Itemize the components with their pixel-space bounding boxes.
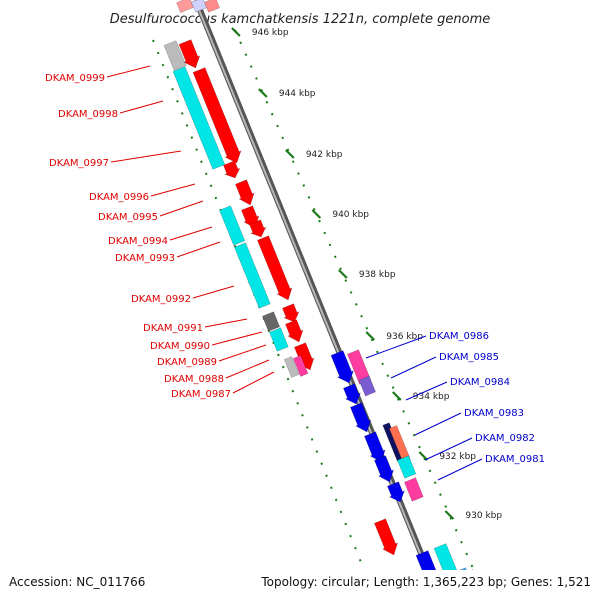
label-leader-line bbox=[119, 100, 164, 114]
footer-backdrop bbox=[0, 570, 600, 600]
gene-label-left: DKAM_0988 bbox=[164, 374, 224, 385]
misc-feature bbox=[283, 356, 300, 378]
tick-mark bbox=[338, 269, 348, 279]
misc-feature bbox=[292, 355, 309, 377]
tick-ring: 946 kbp 944 kbp 942 kbp 940 kbp 938 kbp 936 k… bbox=[152, 27, 528, 600]
gene-feature bbox=[343, 383, 361, 405]
tick-mark bbox=[365, 331, 376, 341]
label-leader-line bbox=[211, 331, 263, 346]
label-leader-line bbox=[405, 381, 448, 401]
tick-mark bbox=[418, 451, 429, 461]
gene-feature bbox=[387, 481, 405, 503]
tick-label: 940 kbp bbox=[332, 210, 369, 220]
gene-feature bbox=[249, 219, 267, 238]
label-leader-line bbox=[390, 356, 437, 379]
gene-feature bbox=[282, 303, 300, 323]
gene-labels: DKAM_0999 DKAM_0998 DKAM_0997 DKAM_0996 DKAM… bbox=[45, 65, 545, 481]
label-leader-line bbox=[110, 150, 182, 163]
tick-label: 932 kbp bbox=[439, 452, 476, 462]
gene-label-left: DKAM_0997 bbox=[49, 158, 109, 169]
gene-feature bbox=[350, 402, 372, 433]
tick-label: 936 kbp bbox=[386, 332, 423, 342]
tick-label: 930 kbp bbox=[465, 511, 502, 521]
gene-label-right: DKAM_0982 bbox=[475, 433, 535, 444]
topology-text: Topology: circular; Length: 1,365,223 bp… bbox=[260, 575, 591, 589]
gene-feature bbox=[285, 319, 304, 343]
map-title: Desulfurococcus kamchatkensis 1221n, com… bbox=[110, 12, 491, 27]
gene-label-left: DKAM_0996 bbox=[89, 192, 149, 203]
label-leader-line bbox=[204, 318, 248, 328]
tick-mark bbox=[311, 209, 322, 219]
gene-label-left: DKAM_0991 bbox=[143, 323, 203, 334]
gene-label-left: DKAM_0987 bbox=[171, 389, 231, 400]
gene-feature bbox=[364, 431, 386, 463]
label-leader-line bbox=[192, 285, 235, 299]
label-leader-line bbox=[106, 65, 151, 78]
gene-label-left: DKAM_0989 bbox=[157, 357, 217, 368]
label-leader-line bbox=[218, 344, 267, 362]
label-leader-line bbox=[225, 359, 270, 379]
tick-label: 944 kbp bbox=[279, 89, 316, 99]
gene-label-right: DKAM_0984 bbox=[450, 377, 510, 388]
gene-feature bbox=[192, 67, 242, 164]
gene-label-right: DKAM_0986 bbox=[429, 331, 489, 342]
cds-feature bbox=[234, 242, 271, 309]
misc-feature bbox=[347, 349, 372, 385]
label-leader-line bbox=[232, 371, 275, 394]
gene-feature bbox=[235, 179, 255, 206]
gene-label-left: DKAM_0999 bbox=[45, 73, 105, 84]
misc-feature bbox=[163, 40, 187, 71]
gene-feature bbox=[204, 0, 220, 13]
label-leader-line bbox=[169, 226, 213, 241]
gene-feature bbox=[176, 0, 194, 13]
cds-feature bbox=[397, 455, 417, 479]
gene-feature bbox=[374, 518, 399, 556]
misc-feature bbox=[358, 375, 376, 397]
gene-feature bbox=[191, 0, 207, 13]
gene-label-left: DKAM_0998 bbox=[58, 109, 118, 120]
tick-label: 942 kbp bbox=[306, 150, 343, 160]
backbone-highlight bbox=[194, 0, 440, 600]
gene-label-right: DKAM_0983 bbox=[464, 408, 524, 419]
cds-feature bbox=[219, 205, 246, 246]
misc-feature bbox=[262, 311, 281, 332]
gene-label-left: DKAM_0993 bbox=[115, 253, 175, 264]
gene-label-left: DKAM_0995 bbox=[98, 212, 158, 223]
cds-feature bbox=[172, 66, 226, 170]
label-leader-line bbox=[150, 183, 196, 197]
gene-label-left: DKAM_0992 bbox=[131, 294, 191, 305]
backbone bbox=[193, 0, 443, 600]
accession-text: Accession: NC_011766 bbox=[9, 575, 145, 589]
tick-label: 934 kbp bbox=[413, 392, 450, 402]
gene-label-left: DKAM_0990 bbox=[150, 341, 210, 352]
cds-feature bbox=[269, 327, 289, 352]
misc-feature bbox=[404, 477, 424, 502]
gene-feature bbox=[374, 455, 394, 483]
tick-mark bbox=[258, 88, 268, 98]
misc-feature bbox=[388, 425, 411, 462]
label-leader-line bbox=[365, 335, 427, 359]
tick-mark bbox=[285, 149, 295, 159]
label-leader-line bbox=[159, 200, 204, 217]
gene-label-left: DKAM_0994 bbox=[108, 236, 168, 247]
label-leader-line bbox=[437, 458, 483, 481]
tick-label: 946 kbp bbox=[252, 28, 289, 38]
label-leader-line bbox=[414, 412, 462, 436]
tick-mark bbox=[392, 391, 402, 401]
gene-feature bbox=[330, 350, 354, 384]
gene-label-right: DKAM_0981 bbox=[485, 454, 545, 465]
tick-label: 938 kbp bbox=[359, 270, 396, 280]
gene-feature bbox=[178, 39, 201, 69]
gene-feature bbox=[223, 160, 241, 179]
tick-mark bbox=[231, 27, 241, 37]
label-leader-line bbox=[176, 241, 221, 258]
gene-label-right: DKAM_0985 bbox=[439, 352, 499, 363]
label-leader-line bbox=[424, 437, 473, 461]
tick-mark bbox=[444, 510, 455, 520]
gene-feature bbox=[257, 235, 293, 301]
